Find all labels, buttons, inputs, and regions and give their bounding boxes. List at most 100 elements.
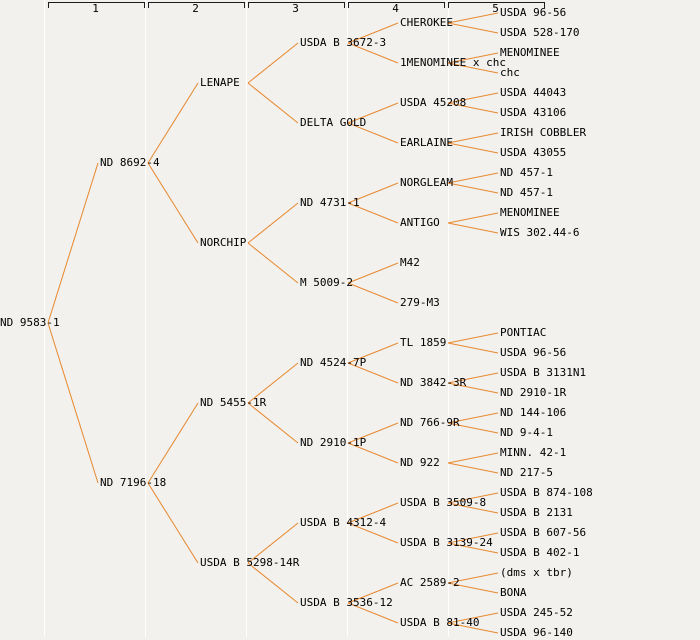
pedigree-edge	[347, 22, 399, 44]
tree-node-label: USDA B 402-1	[500, 546, 580, 559]
tree-node-label: ND 4524-7P	[300, 356, 367, 369]
tree-node-label: ND 9-4-1	[500, 426, 553, 439]
tree-node-label: USDA 43106	[500, 106, 567, 119]
pedigree-edge	[247, 402, 299, 444]
pedigree-edge	[447, 342, 499, 354]
pedigree-edge	[347, 202, 399, 224]
tree-node-label: DELTA GOLD	[300, 116, 367, 129]
tree-node-label: ND 457-1	[500, 186, 553, 199]
pedigree-edge	[347, 342, 399, 364]
tree-node-label: MENOMINEE	[500, 46, 560, 59]
pedigree-edge	[447, 412, 499, 424]
tree-node-label: USDA B 874-108	[500, 486, 593, 499]
ruler-bracket	[148, 2, 245, 8]
tree-node-label: WIS 302.44-6	[500, 226, 580, 239]
ruler-generation-number: 1	[92, 2, 99, 15]
pedigree-edge	[447, 462, 499, 474]
ruler-bracket	[448, 2, 545, 8]
tree-node-label: ND 4731-1	[300, 196, 360, 209]
tree-node-label: USDA B 81-40	[400, 616, 480, 629]
pedigree-edge	[247, 242, 299, 284]
pedigree-edge	[247, 362, 299, 404]
pedigree-edge	[347, 602, 399, 624]
tree-node-label: PONTIAC	[500, 326, 547, 339]
tree-node-label: ND 922	[400, 456, 440, 469]
tree-node-label: USDA B 3536-12	[300, 596, 393, 609]
tree-node-label: USDA 43055	[500, 146, 567, 159]
ruler-bracket	[348, 2, 445, 8]
ruler-generation-number: 2	[192, 2, 199, 15]
pedigree-edge	[347, 362, 399, 384]
pedigree-edge	[447, 212, 499, 224]
pedigree-edge	[347, 442, 399, 464]
pedigree-edge	[47, 162, 99, 324]
pedigree-edge	[247, 522, 299, 564]
tree-node-label: USDA B 607-56	[500, 526, 587, 539]
tree-node-label: USDA B 3509-8	[400, 496, 487, 509]
tree-node-label: USDA 245-52	[500, 606, 573, 619]
pedigree-edge	[347, 42, 399, 64]
column-separator	[44, 0, 45, 637]
pedigree-edge	[247, 82, 299, 124]
tree-node-label: 1MENOMINEE x chc	[400, 56, 506, 69]
pedigree-edge	[447, 382, 499, 394]
pedigree-edge	[447, 572, 499, 584]
column-separator	[145, 0, 146, 637]
tree-node-label: USDA 45208	[400, 96, 467, 109]
pedigree-edge	[447, 332, 499, 344]
pedigree-edge	[447, 532, 499, 544]
pedigree-edge	[347, 102, 399, 124]
tree-node-label: ND 8692-4	[100, 156, 160, 169]
pedigree-edge	[447, 62, 499, 74]
tree-node-label: USDA B 3131N1	[500, 366, 587, 379]
ruler-generation-number: 3	[292, 2, 299, 15]
tree-node-label: NORCHIP	[200, 236, 247, 249]
pedigree-edge	[447, 102, 499, 114]
pedigree-edge	[447, 542, 499, 554]
pedigree-edge	[447, 172, 499, 184]
tree-node-label: ND 5455-1R	[200, 396, 267, 409]
ruler-bracket	[48, 2, 145, 8]
pedigree-edge	[447, 582, 499, 594]
pedigree-edge	[447, 422, 499, 434]
tree-node-label: USDA B 2131	[500, 506, 573, 519]
pedigree-edge	[447, 132, 499, 144]
tree-node-label: USDA 96-56	[500, 6, 567, 19]
tree-node-label: ND 2910-1P	[300, 436, 367, 449]
pedigree-edge	[447, 22, 499, 34]
column-separator	[246, 0, 247, 637]
pedigree-edge	[447, 492, 499, 504]
tree-node-label: USDA B 3139-24	[400, 536, 493, 549]
pedigree-edge	[347, 262, 399, 284]
pedigree-edge	[447, 372, 499, 384]
tree-node-label: USDA B 4312-4	[300, 516, 387, 529]
tree-node-label: USDA 96-140	[500, 626, 573, 639]
tree-node-label: USDA B 3672-3	[300, 36, 387, 49]
tree-node-label: USDA 528-170	[500, 26, 580, 39]
tree-node-label: EARLAINE	[400, 136, 453, 149]
tree-node-label: MINN. 42-1	[500, 446, 567, 459]
tree-node-label: ND 457-1	[500, 166, 553, 179]
pedigree-edge	[347, 122, 399, 144]
tree-node-label: NORGLEAM	[400, 176, 453, 189]
tree-node-label: ND 2910-1R	[500, 386, 567, 399]
pedigree-edge	[247, 202, 299, 244]
tree-node-label: M42	[400, 256, 420, 269]
tree-node-label: 279-M3	[400, 296, 440, 309]
pedigree-edge	[247, 42, 299, 84]
tree-node-label: chc	[500, 66, 520, 79]
pedigree-edge	[447, 142, 499, 154]
tree-node-label: TL 1859	[400, 336, 447, 349]
tree-node-label: MENOMINEE	[500, 206, 560, 219]
pedigree-edge	[247, 562, 299, 604]
tree-node-label: CHEROKEE	[400, 16, 453, 29]
pedigree-edge	[147, 482, 199, 564]
ruler-generation-number: 4	[392, 2, 399, 15]
pedigree-edge	[447, 502, 499, 514]
tree-node-label: BONA	[500, 586, 527, 599]
tree-node-label: USDA 44043	[500, 86, 567, 99]
ruler-generation-number: 5	[492, 2, 499, 15]
pedigree-edge	[347, 422, 399, 444]
tree-node-label: AC 2589-2	[400, 576, 460, 589]
tree-node-label: M 5009-2	[300, 276, 353, 289]
